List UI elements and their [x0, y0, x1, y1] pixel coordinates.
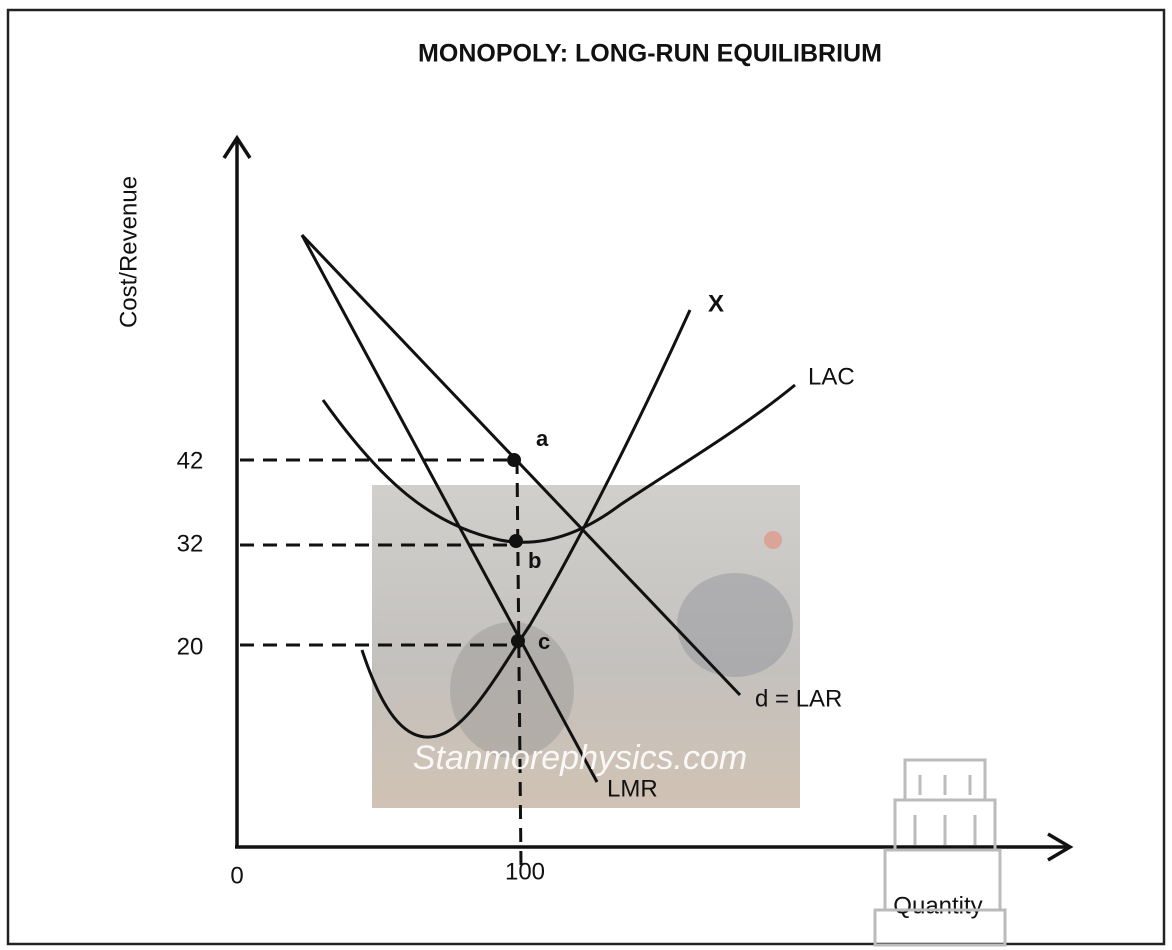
- y-arrow: [222, 134, 252, 159]
- photo-watermark: [372, 485, 800, 808]
- y-tick-label: 42: [177, 447, 204, 474]
- y-tick-label: 20: [177, 633, 204, 660]
- lac-curve: [321, 383, 796, 544]
- y-tick-label: 32: [177, 530, 204, 557]
- curve-label: LAC: [808, 363, 855, 390]
- curve-label: d = LAR: [755, 685, 842, 712]
- x-tick-label: 0: [230, 862, 243, 889]
- y-axis-label: Cost/Revenue: [115, 176, 142, 328]
- point-label: c: [538, 629, 550, 654]
- lar-curve: [300, 233, 742, 697]
- x-axis-label: Quantity: [893, 892, 982, 919]
- point: [511, 634, 525, 648]
- pot: [450, 622, 574, 758]
- watermark-text: Stanmorephysics.com: [413, 739, 747, 777]
- tower-icon: [873, 758, 1007, 947]
- title: MONOPOLY: LONG-RUN EQUILIBRIUM: [418, 40, 882, 68]
- point: [507, 453, 521, 467]
- lmc-curve: [360, 309, 692, 739]
- point-label: b: [528, 548, 541, 573]
- photo: [372, 485, 800, 808]
- x-tick-label: 100: [505, 858, 545, 885]
- curve-label: X: [708, 290, 724, 317]
- lmr-curve: [300, 234, 599, 783]
- pot: [677, 573, 793, 677]
- point: [509, 534, 523, 548]
- point-label: a: [536, 426, 549, 451]
- curve-label: LMR: [607, 775, 658, 802]
- flower: [764, 531, 782, 549]
- x-arrow: [1047, 832, 1074, 862]
